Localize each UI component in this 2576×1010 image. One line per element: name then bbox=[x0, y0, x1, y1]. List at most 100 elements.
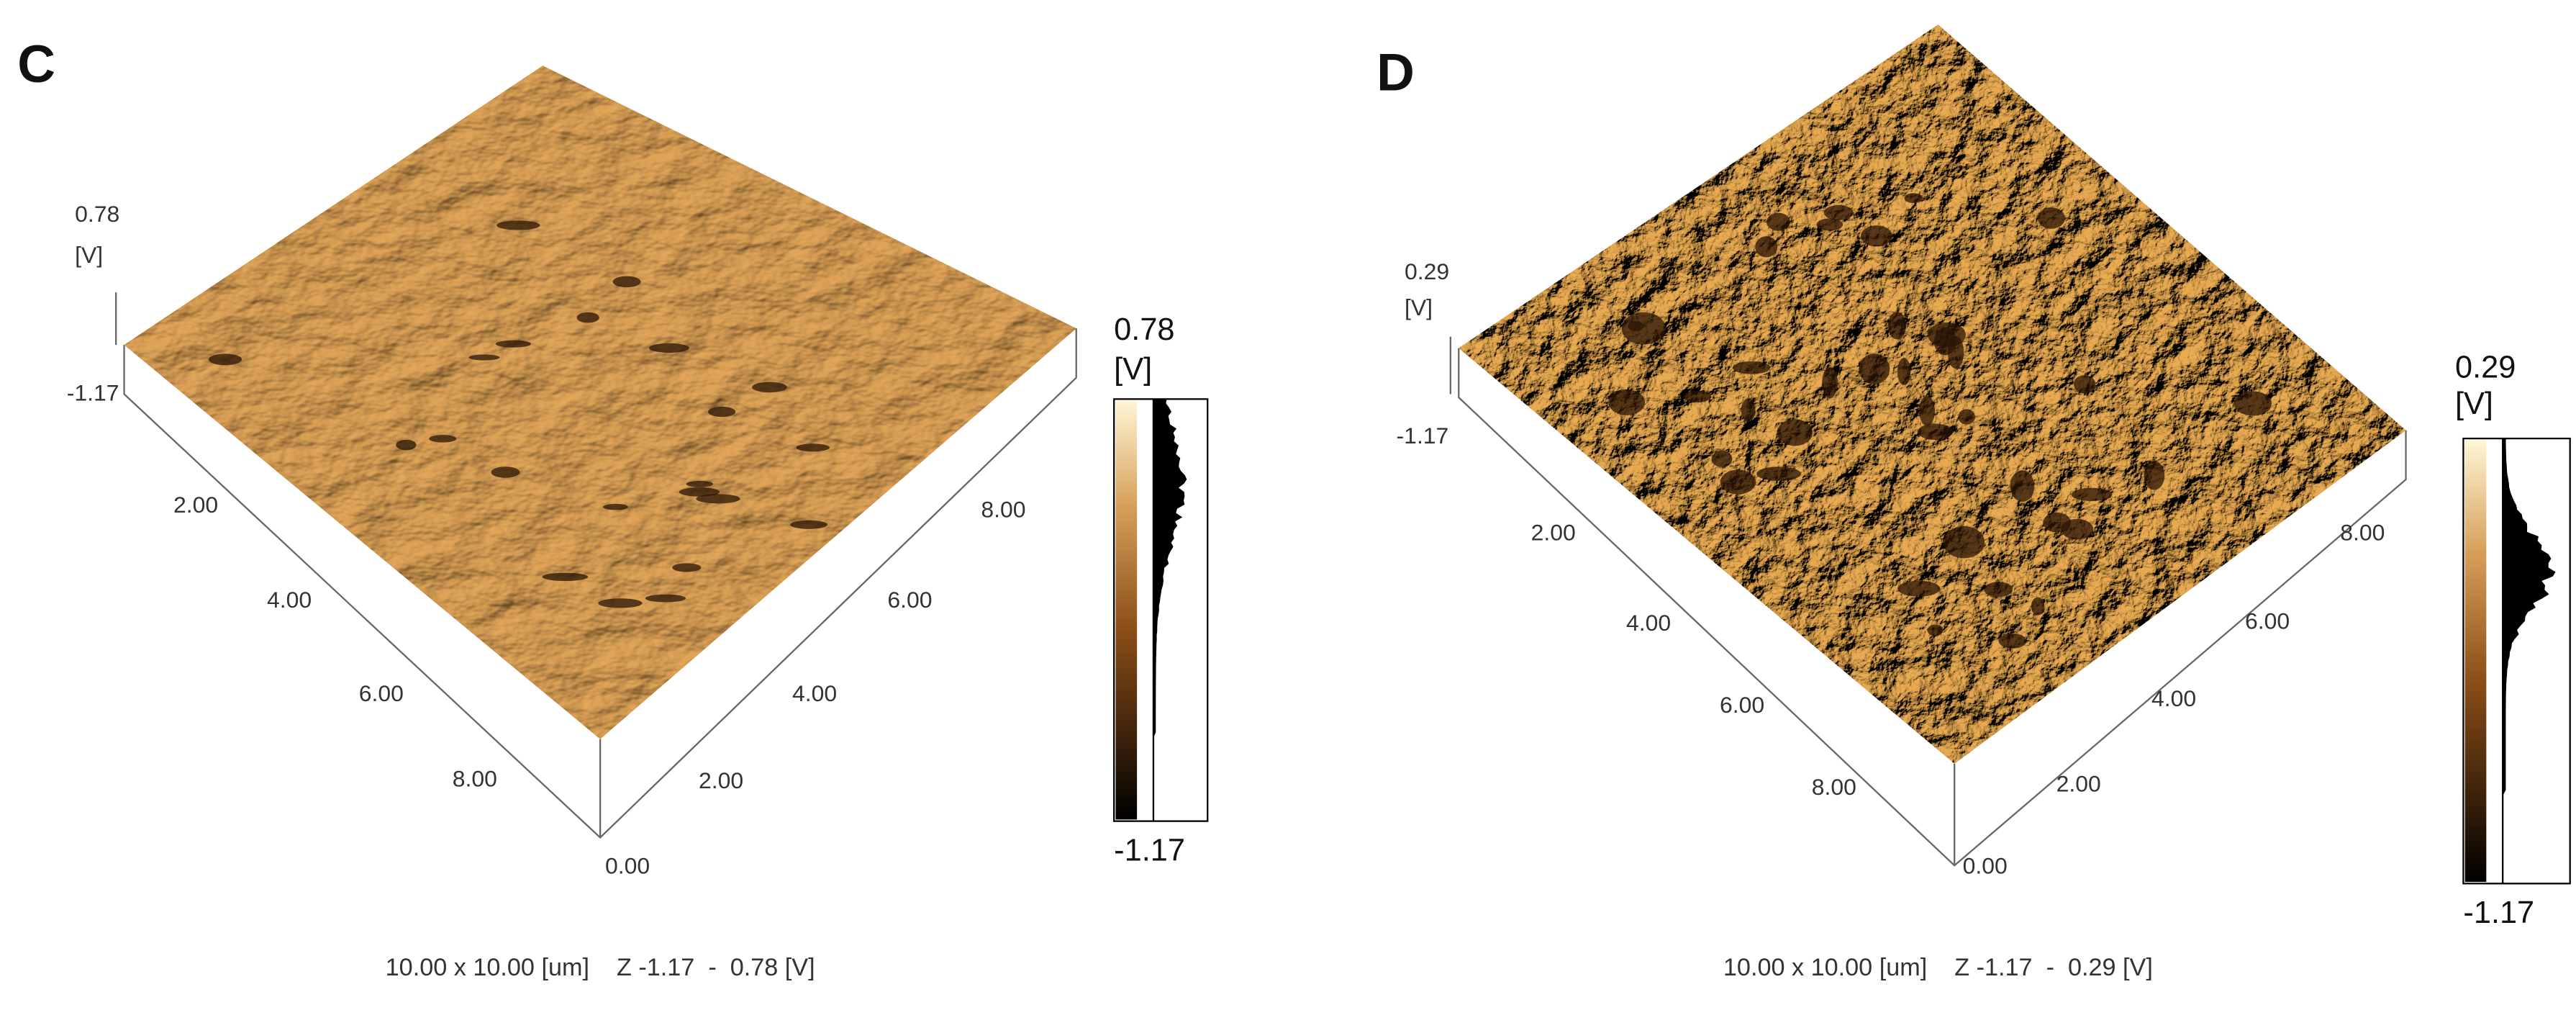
surface-pit bbox=[542, 572, 589, 582]
left-axis-tick: 2.00 bbox=[173, 492, 218, 518]
surface-pit bbox=[1918, 423, 1953, 441]
right-axis-tick: 2.00 bbox=[699, 767, 743, 793]
surface-pit bbox=[468, 354, 500, 361]
surface-pit bbox=[576, 312, 599, 323]
z-axis-unit: [V] bbox=[75, 242, 103, 268]
surface-pit bbox=[495, 340, 531, 348]
afm-panel: C 0.78 [V] -1.17 2.00 4.00 6.00 8.00 0.00 2.00 4.0… bbox=[17, 35, 1209, 981]
surface-pit bbox=[491, 466, 520, 478]
surface-pit bbox=[1732, 361, 1771, 374]
colorbar-min: -1.17 bbox=[2463, 896, 2534, 930]
right-axis-tick: 8.00 bbox=[2340, 520, 2385, 546]
surface-pit bbox=[686, 480, 714, 487]
surface-pit bbox=[1720, 469, 1756, 495]
surface-pit bbox=[790, 520, 827, 529]
right-axis-tick: 4.00 bbox=[792, 680, 837, 706]
colorbar-histogram bbox=[2503, 438, 2556, 884]
panel-label: D bbox=[1377, 43, 1415, 102]
right-axis-tick: 4.00 bbox=[2151, 685, 2196, 711]
surface-pit bbox=[1919, 395, 1935, 426]
surface-pit bbox=[598, 598, 643, 608]
surface-pit bbox=[1816, 218, 1843, 231]
afm-panel: D0.29[V]-1.172.004.006.008.000.002.004.0… bbox=[1377, 24, 2571, 981]
surface-pit bbox=[1927, 624, 1944, 636]
left-axis-tick: 8.00 bbox=[1812, 774, 1856, 800]
surface-pit bbox=[752, 382, 787, 393]
z-axis-unit: [V] bbox=[1405, 294, 1433, 320]
surface-pit bbox=[1897, 358, 1911, 385]
surface-pit bbox=[1823, 204, 1854, 220]
right-axis-tick: 0.00 bbox=[1963, 853, 2008, 879]
right-axis-tick: 6.00 bbox=[2245, 608, 2290, 634]
colorbar-max: 0.29 bbox=[2455, 351, 2516, 385]
left-axis-tick: 4.00 bbox=[267, 587, 312, 613]
surface-pit bbox=[1683, 390, 1712, 403]
z-axis-min: -1.17 bbox=[67, 380, 119, 406]
surface-pit bbox=[1947, 335, 1964, 369]
left-axis-tick: 6.00 bbox=[359, 680, 404, 706]
surface-pit bbox=[2061, 518, 2094, 540]
z-axis-min: -1.17 bbox=[1397, 423, 1449, 448]
surface-pit bbox=[1998, 633, 2027, 649]
surface-pit bbox=[1887, 312, 1907, 340]
surface-pit bbox=[796, 443, 830, 452]
left-axis-tick: 4.00 bbox=[1626, 610, 1671, 636]
colorbar-unit: [V] bbox=[1114, 352, 1152, 387]
surface-pit bbox=[1822, 366, 1838, 399]
surface-pit bbox=[1904, 193, 1923, 204]
right-axis-tick: 8.00 bbox=[981, 497, 1025, 523]
surface-pit bbox=[429, 435, 457, 443]
colorbar-histogram bbox=[1153, 399, 1187, 821]
caption: 10.00 x 10.00 [um] Z -1.17 - 0.78 [V] bbox=[386, 954, 815, 981]
surface-pit bbox=[645, 594, 686, 603]
surface-pit bbox=[1897, 580, 1941, 597]
surface-pit bbox=[696, 494, 740, 504]
surface-texture bbox=[1459, 24, 2406, 764]
surface-pit bbox=[603, 503, 628, 510]
surface-pit bbox=[208, 353, 242, 366]
right-axis-tick: 2.00 bbox=[2056, 771, 2101, 797]
colorbar-gradient bbox=[2464, 440, 2487, 883]
surface-pit bbox=[396, 439, 417, 451]
surface-pit bbox=[496, 220, 540, 230]
surface-pit bbox=[2010, 470, 2035, 502]
z-axis-max: 0.29 bbox=[1405, 258, 1449, 284]
colorbar-min: -1.17 bbox=[1114, 833, 1185, 867]
surface-pit bbox=[1755, 236, 1778, 258]
surface-pit bbox=[1608, 389, 1646, 415]
surface-pit bbox=[1984, 582, 2013, 598]
right-axis-tick: 0.00 bbox=[605, 853, 650, 879]
surface-pit bbox=[1861, 225, 1892, 247]
surface-pit bbox=[612, 276, 641, 288]
colorbar-max: 0.78 bbox=[1114, 312, 1174, 347]
panel-label: C bbox=[17, 35, 55, 94]
surface-pit bbox=[1628, 320, 1644, 332]
surface-pit bbox=[1943, 526, 1985, 559]
surface-pit bbox=[1741, 398, 1756, 423]
surface-pit bbox=[2233, 391, 2272, 416]
colorbar-unit: [V] bbox=[2455, 387, 2493, 421]
surface-pit bbox=[1756, 466, 1801, 481]
surface-pit bbox=[1711, 451, 1733, 468]
surface-pit bbox=[1859, 353, 1890, 384]
surface-pit bbox=[2073, 375, 2096, 394]
left-axis-tick: 8.00 bbox=[453, 766, 497, 792]
left-axis-tick: 6.00 bbox=[1720, 692, 1764, 718]
surface-pit bbox=[1767, 212, 1791, 231]
caption: 10.00 x 10.00 [um] Z -1.17 - 0.29 [V] bbox=[1723, 954, 2153, 981]
surface-pit bbox=[1777, 419, 1813, 446]
surface-pit bbox=[648, 343, 689, 353]
surface-pit bbox=[2144, 461, 2165, 490]
right-axis-tick: 6.00 bbox=[887, 587, 932, 613]
left-axis-tick: 2.00 bbox=[1531, 520, 1576, 546]
surface-pit bbox=[1621, 312, 1666, 345]
surface-pit bbox=[672, 563, 702, 572]
z-axis-max: 0.78 bbox=[75, 201, 119, 227]
surface-texture bbox=[124, 66, 1076, 739]
surface-pit bbox=[2037, 207, 2066, 229]
surface-pit bbox=[2031, 597, 2045, 616]
surface-pit bbox=[1958, 409, 1975, 425]
colorbar-gradient bbox=[1115, 400, 1138, 820]
